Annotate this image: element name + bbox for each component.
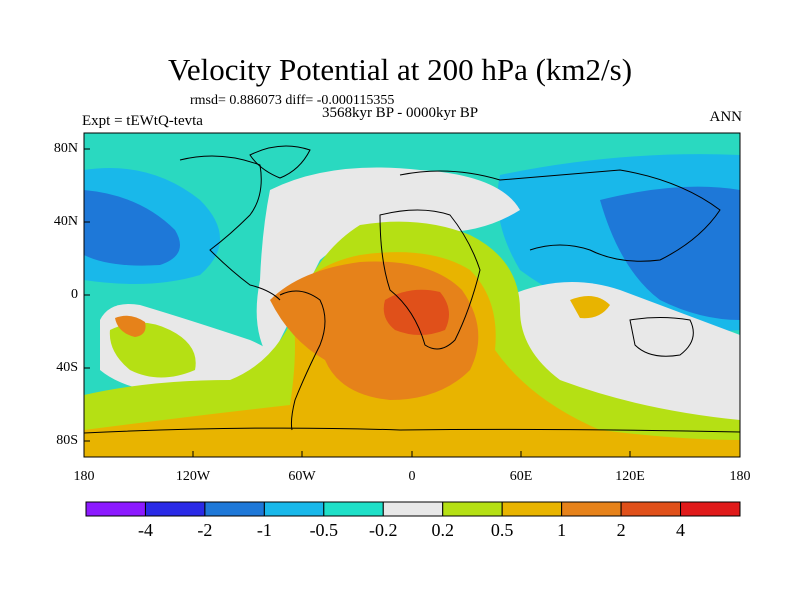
- contour-strong-neg-east: [600, 186, 740, 320]
- colorbar-swatch: [144, 501, 206, 517]
- colorbar-label: 2: [616, 520, 626, 540]
- contour-field: [84, 133, 740, 457]
- coast-greenland: [249, 145, 311, 179]
- chart-title: Velocity Potential at 200 hPa (km2/s): [167, 52, 633, 87]
- colorbar-swatch: [620, 501, 682, 517]
- colorbar-swatch: [263, 501, 325, 517]
- colorbar-label: -0.2: [369, 520, 398, 540]
- x-tick-label: 0: [408, 469, 416, 484]
- coast-north-america: [179, 155, 281, 301]
- colorbar-swatch: [204, 501, 265, 517]
- colorbar-label: -1: [256, 520, 272, 540]
- coast-south-america: [279, 290, 326, 431]
- y-tick-label: 80S: [56, 433, 78, 448]
- coast-australia: [629, 317, 694, 357]
- axis-ticks: [84, 148, 631, 457]
- period-label: 3568kyr BP - 0000kyr BP: [321, 105, 479, 121]
- colorbar-label: -2: [197, 520, 213, 540]
- colorbar: [85, 501, 741, 517]
- colorbar-swatch: [382, 501, 444, 517]
- y-tick-label: 40S: [56, 360, 78, 375]
- experiment-label: Expt = tEWtQ-tevta: [82, 113, 203, 129]
- contour-pos-indian: [570, 296, 610, 319]
- contour-strong-neg-west: [84, 190, 180, 266]
- colorbar-label: -0.5: [309, 520, 339, 540]
- colorbar-swatch: [85, 501, 146, 517]
- contour-pos-pacific-small: [115, 315, 146, 337]
- x-tick-label: 120E: [615, 469, 645, 484]
- colorbar-swatch: [442, 501, 503, 517]
- colorbar-label: 4: [676, 520, 686, 540]
- season-label: ANN: [709, 109, 743, 125]
- contour-pos-max: [383, 289, 449, 335]
- colorbar-swatch: [501, 501, 563, 517]
- coast-antarctica: [84, 427, 740, 434]
- stats-line: rmsd= 0.886073 diff= -0.000115355: [190, 93, 395, 108]
- contour-zero-belt-north: [256, 167, 520, 360]
- x-tick-label: 120W: [175, 469, 211, 484]
- coastlines: [84, 145, 740, 434]
- y-tick-label: 80N: [53, 141, 78, 156]
- colorbar-swatch: [561, 501, 622, 517]
- colorbar-label: -4: [137, 520, 153, 540]
- contour-pos-low-pacific: [109, 322, 196, 378]
- coast-africa: [379, 209, 481, 350]
- colorbar-label: 0.5: [490, 520, 514, 540]
- colorbar-label: 0.2: [431, 520, 454, 540]
- y-tick-label: 40N: [53, 214, 78, 229]
- x-tick-label: 60E: [509, 469, 533, 484]
- x-tick-label: 60W: [288, 469, 316, 484]
- colorbar-label: 1: [557, 520, 567, 540]
- colorbar-swatch: [680, 501, 741, 517]
- coast-eurasia: [399, 169, 721, 262]
- x-tick-label: 180: [73, 469, 95, 484]
- y-tick-label: 0: [71, 287, 78, 302]
- colorbar-swatch: [323, 501, 384, 517]
- x-tick-label: 180: [729, 469, 751, 484]
